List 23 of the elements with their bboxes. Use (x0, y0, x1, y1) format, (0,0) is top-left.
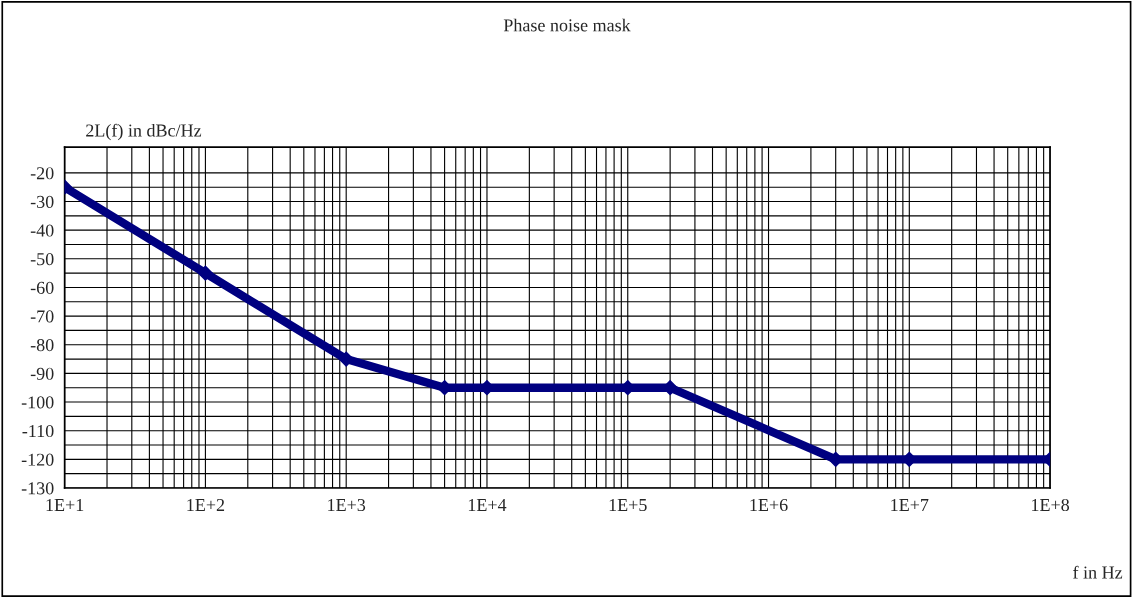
y-tick-label: -30 (30, 195, 54, 208)
y-tick-label: -80 (30, 339, 54, 352)
y-tick-label: -60 (30, 281, 54, 294)
x-tick-label: 1E+4 (468, 498, 507, 511)
y-tick-label: -50 (30, 253, 54, 266)
y-tick-label: -20 (30, 167, 54, 180)
y-tick-label: -90 (30, 367, 54, 380)
x-tick-label: 1E+3 (328, 498, 366, 512)
chart-title: Phase noise mask (503, 18, 631, 32)
x-tick-label: 1E+2 (187, 498, 225, 511)
y-axis-title: 2L(f) in dBc/Hz (86, 123, 202, 141)
y-tick-label: -110 (22, 424, 54, 438)
x-tick-label: 1E+6 (750, 498, 788, 512)
y-tick-label: -120 (21, 453, 54, 466)
y-tick-label: -130 (21, 482, 54, 495)
x-axis-title: f in Hz (1073, 565, 1123, 579)
x-tick-label: 1E+5 (609, 498, 647, 512)
y-tick-label: -100 (21, 396, 54, 409)
x-tick-label: 1E+1 (46, 498, 84, 511)
y-tick-label: -40 (30, 224, 54, 237)
x-tick-label: 1E+8 (1032, 498, 1070, 512)
y-tick-label: -70 (30, 310, 54, 323)
x-tick-label: 1E+7 (891, 498, 929, 511)
